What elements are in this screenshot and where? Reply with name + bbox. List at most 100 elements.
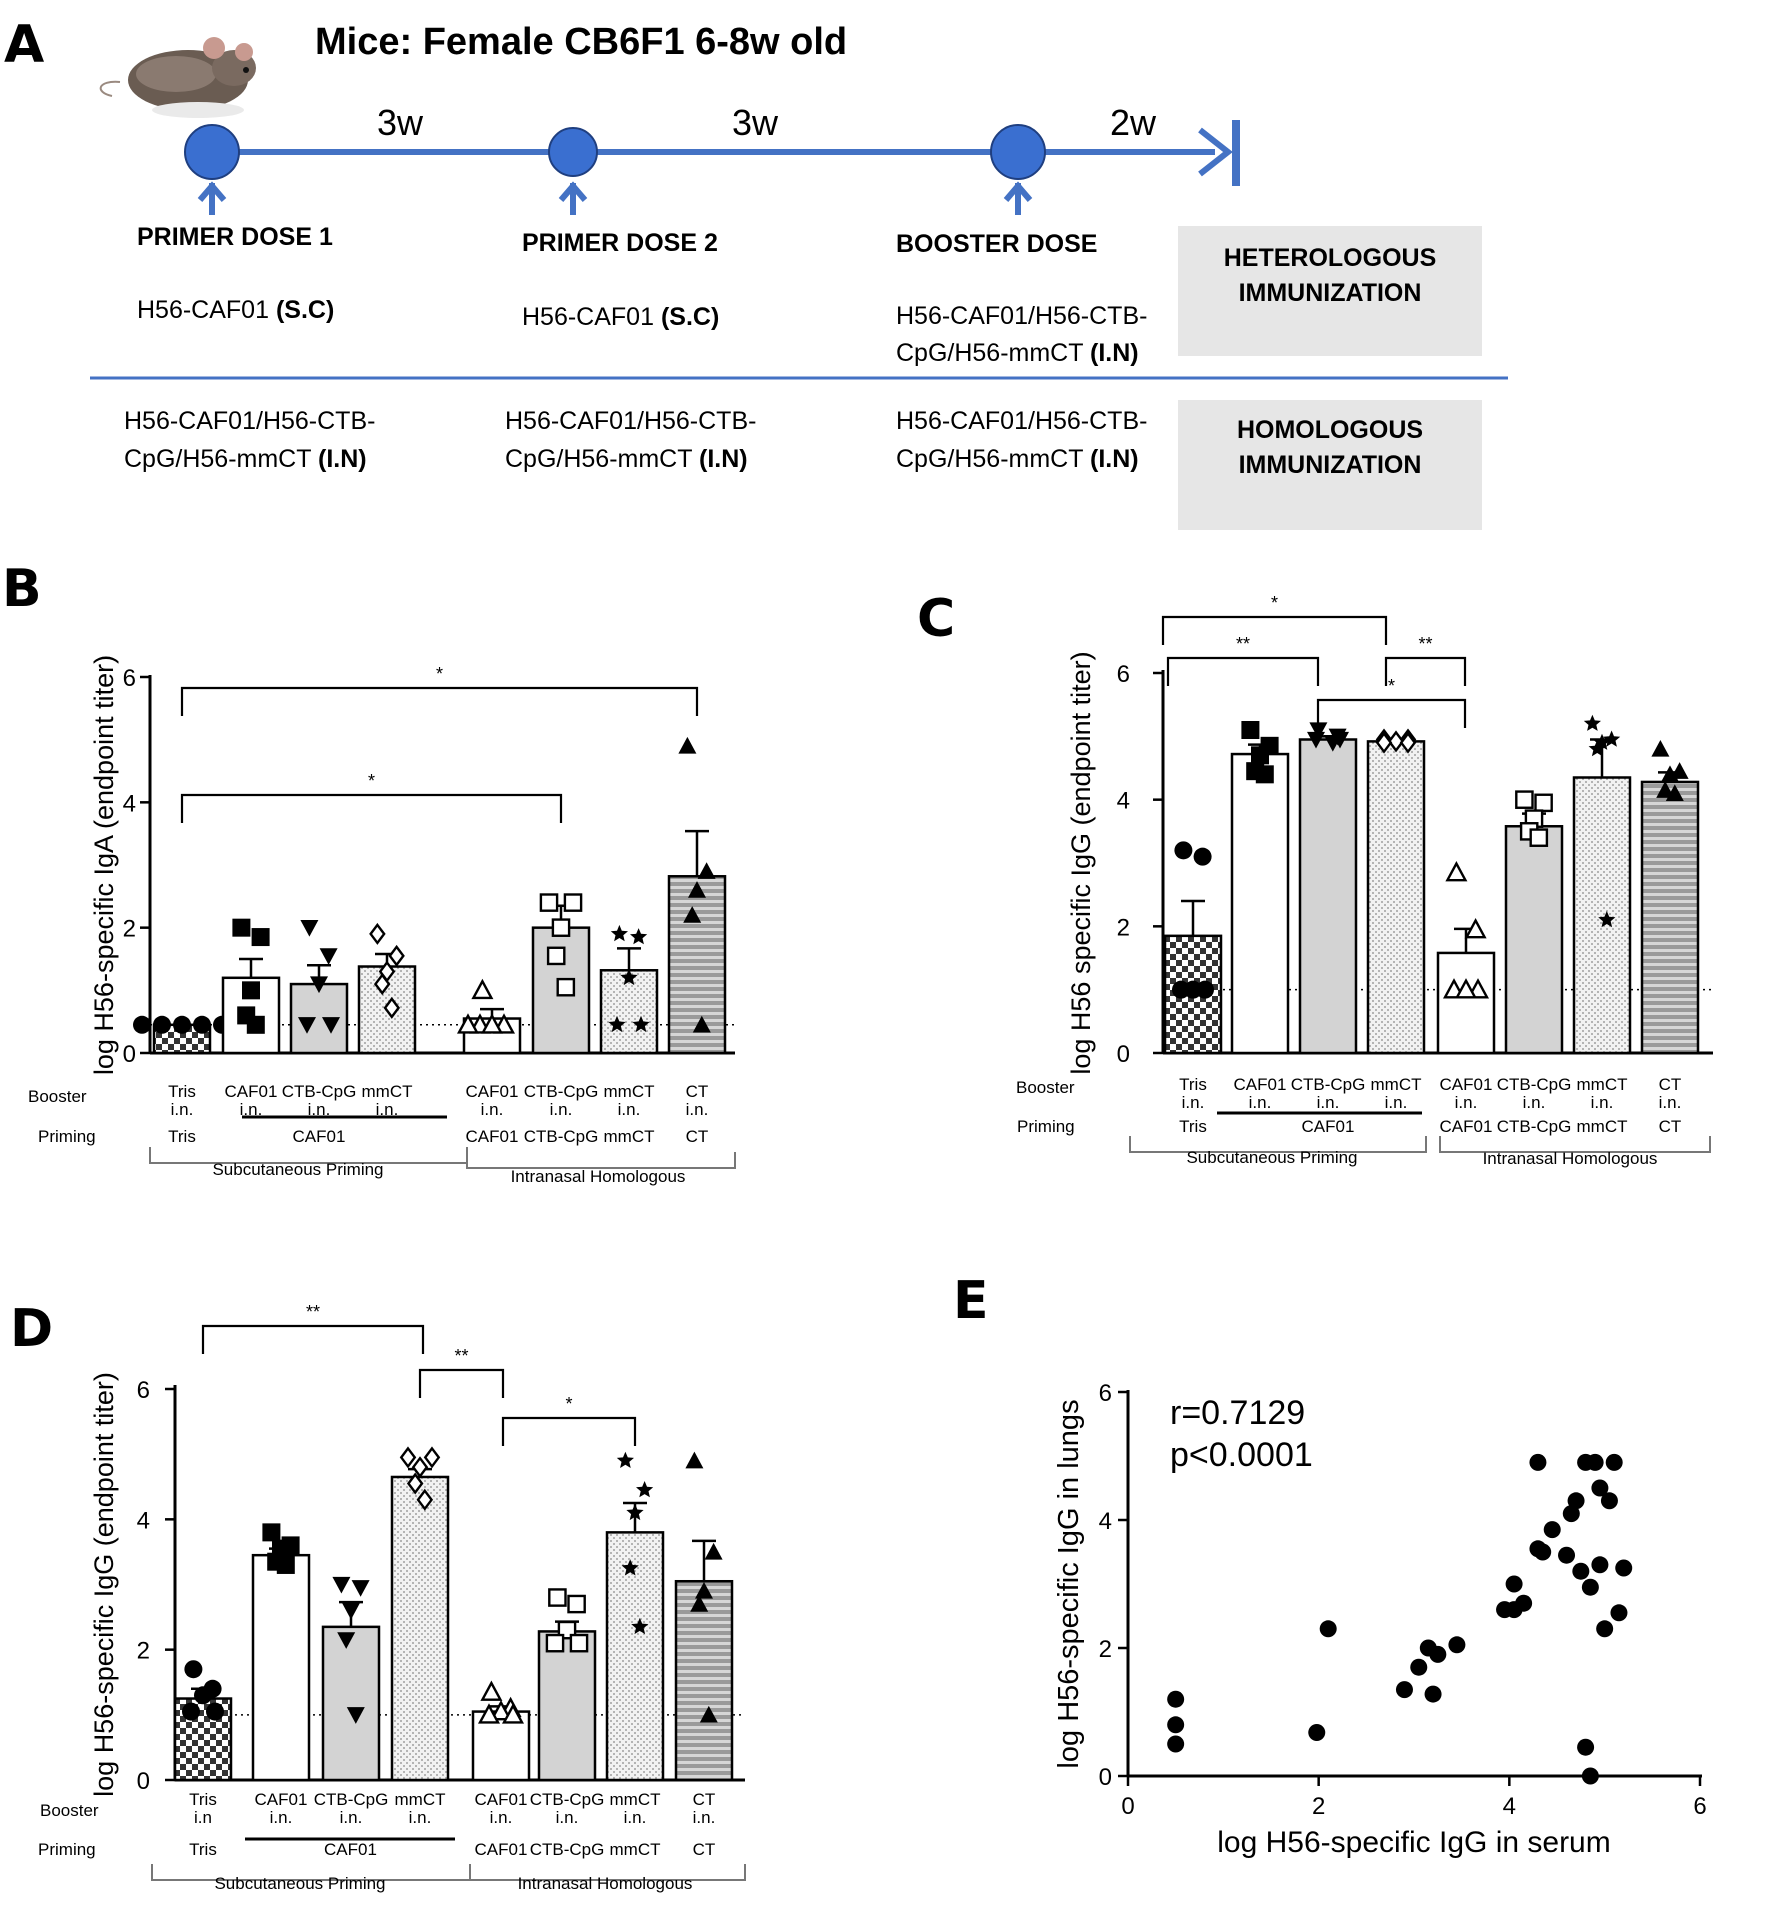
category-sublabel: i.n.: [1249, 1093, 1272, 1112]
y-tick-label: 4: [1117, 788, 1130, 815]
chart-d: 0 2 4 6 log H56-specific IgG (endpoint titer…: [38, 1302, 746, 1893]
data-point: [545, 1633, 565, 1653]
significance-bracket: [180, 793, 563, 823]
data-point: [621, 1559, 639, 1576]
significance-label: **: [306, 1302, 320, 1322]
panel-d-letter: D: [10, 1299, 53, 1359]
data-point: [1572, 1562, 1590, 1580]
data-point: [551, 918, 571, 937]
category-label: CTB-CpG: [314, 1790, 389, 1809]
category-sublabel: i.n.: [240, 1100, 263, 1119]
category-sublabel: i.n.: [1317, 1093, 1340, 1112]
y-tick-label: 0: [137, 1768, 150, 1795]
group-bracket: [1439, 1136, 1711, 1153]
y-axis-label: log H56-specific IgG in lungs: [1053, 1399, 1085, 1768]
timeline-arrow: [1198, 127, 1233, 177]
data-point: [1543, 1521, 1561, 1539]
dose-3-homo-line2: CpG/H56-mmCT (I.N): [896, 445, 1139, 473]
y-tick-label: 2: [123, 916, 136, 943]
data-point: [342, 1602, 360, 1620]
group-bracket: [469, 1864, 746, 1881]
x-tick-label: 6: [1693, 1793, 1706, 1820]
category-sublabel: i.n.: [308, 1100, 331, 1119]
category-label: CTB-CpG: [282, 1082, 357, 1101]
data-point: [1424, 1685, 1442, 1703]
priming-category: CT: [1659, 1117, 1682, 1136]
data-point: [1605, 1453, 1623, 1471]
category-sublabel: i.n.: [409, 1808, 432, 1827]
data-point: [1308, 1723, 1326, 1741]
priming-label: Priming: [38, 1840, 96, 1859]
data-point: [569, 1633, 589, 1653]
data-point: [1656, 781, 1675, 798]
bar: [605, 1531, 665, 1782]
data-point: [1387, 730, 1405, 753]
significance-label: *: [436, 664, 443, 684]
data-point: [1562, 1505, 1580, 1523]
interval-1: 3w: [377, 102, 424, 143]
data-point: [1515, 1594, 1533, 1612]
data-point: [1448, 1636, 1466, 1654]
interval-2: 3w: [732, 102, 779, 143]
priming-category: CAF01: [1302, 1117, 1355, 1136]
category-sublabel: i.n.: [1182, 1093, 1205, 1112]
data-point: [1665, 784, 1684, 801]
category-label: CT: [686, 1082, 709, 1101]
data-point: [1610, 1604, 1628, 1622]
data-point: [501, 1703, 525, 1724]
significance-bracket: [201, 1324, 425, 1354]
dose-3-hetero-line2: CpG/H56-mmCT (I.N): [896, 339, 1139, 367]
y-tick-label: 2: [1117, 914, 1130, 941]
data-point: [1307, 731, 1325, 749]
interval-3: 2w: [1110, 102, 1157, 143]
category-sublabel: i.n.: [1455, 1093, 1478, 1112]
booster-label: Booster: [40, 1801, 99, 1820]
data-point: [1558, 1546, 1576, 1564]
data-point: [1591, 1479, 1609, 1497]
dose-2-hetero: H56-CAF01 (S.C): [522, 303, 719, 331]
category-label: Tris: [168, 1082, 196, 1101]
category-label: Tris: [189, 1790, 217, 1809]
significance-label: **: [1236, 634, 1250, 654]
category-label: CTB-CpG: [1497, 1075, 1572, 1094]
data-point: [480, 1680, 503, 1701]
significance-bracket: [1161, 615, 1388, 645]
data-point: [456, 1013, 480, 1034]
data-point: [1615, 1559, 1633, 1577]
priming-label: Priming: [1017, 1117, 1075, 1136]
x-tick-label: 2: [1312, 1793, 1325, 1820]
category-sublabel: i.n.: [376, 1100, 399, 1119]
data-point: [388, 944, 405, 967]
data-point: [322, 1017, 340, 1034]
data-point: [1167, 1735, 1185, 1753]
bar: [321, 1625, 381, 1782]
category-sublabel: i.n.: [550, 1100, 573, 1119]
data-point: [1323, 735, 1342, 752]
category-label: CTB-CpG: [1291, 1075, 1366, 1094]
category-label: Tris: [1179, 1075, 1207, 1094]
data-point: [480, 1013, 504, 1034]
data-point: [630, 928, 648, 945]
priming-category: CT: [693, 1840, 716, 1859]
y-tick-label: 4: [137, 1507, 150, 1534]
data-point: [1515, 790, 1534, 809]
data-point: [351, 1580, 370, 1597]
y-axis-label: log H56 specific IgG (endpoint titer): [1066, 651, 1096, 1074]
x-axis-label: log H56-specific IgG in serum: [1217, 1826, 1611, 1859]
group-label: Intranasal Homologous: [511, 1167, 686, 1186]
y-tick-label: 6: [1099, 1380, 1112, 1407]
panel-e-letter: E: [953, 1271, 989, 1331]
panel-b-letter: B: [2, 559, 42, 619]
category-sublabel: i.n.: [1523, 1093, 1546, 1112]
data-point: [406, 1472, 424, 1495]
category-sublabel: i.n.: [624, 1808, 647, 1827]
panel-c-letter: C: [917, 589, 955, 649]
significance-label: *: [1388, 676, 1395, 696]
data-point: [423, 1446, 441, 1469]
data-point: [489, 1700, 513, 1721]
data-point: [616, 1451, 634, 1468]
experiment-title: Mice: Female CB6F1 6-8w old: [315, 21, 847, 63]
data-point: [471, 978, 494, 1000]
data-point: [1529, 1453, 1547, 1471]
box-heterologous: [1178, 226, 1482, 356]
